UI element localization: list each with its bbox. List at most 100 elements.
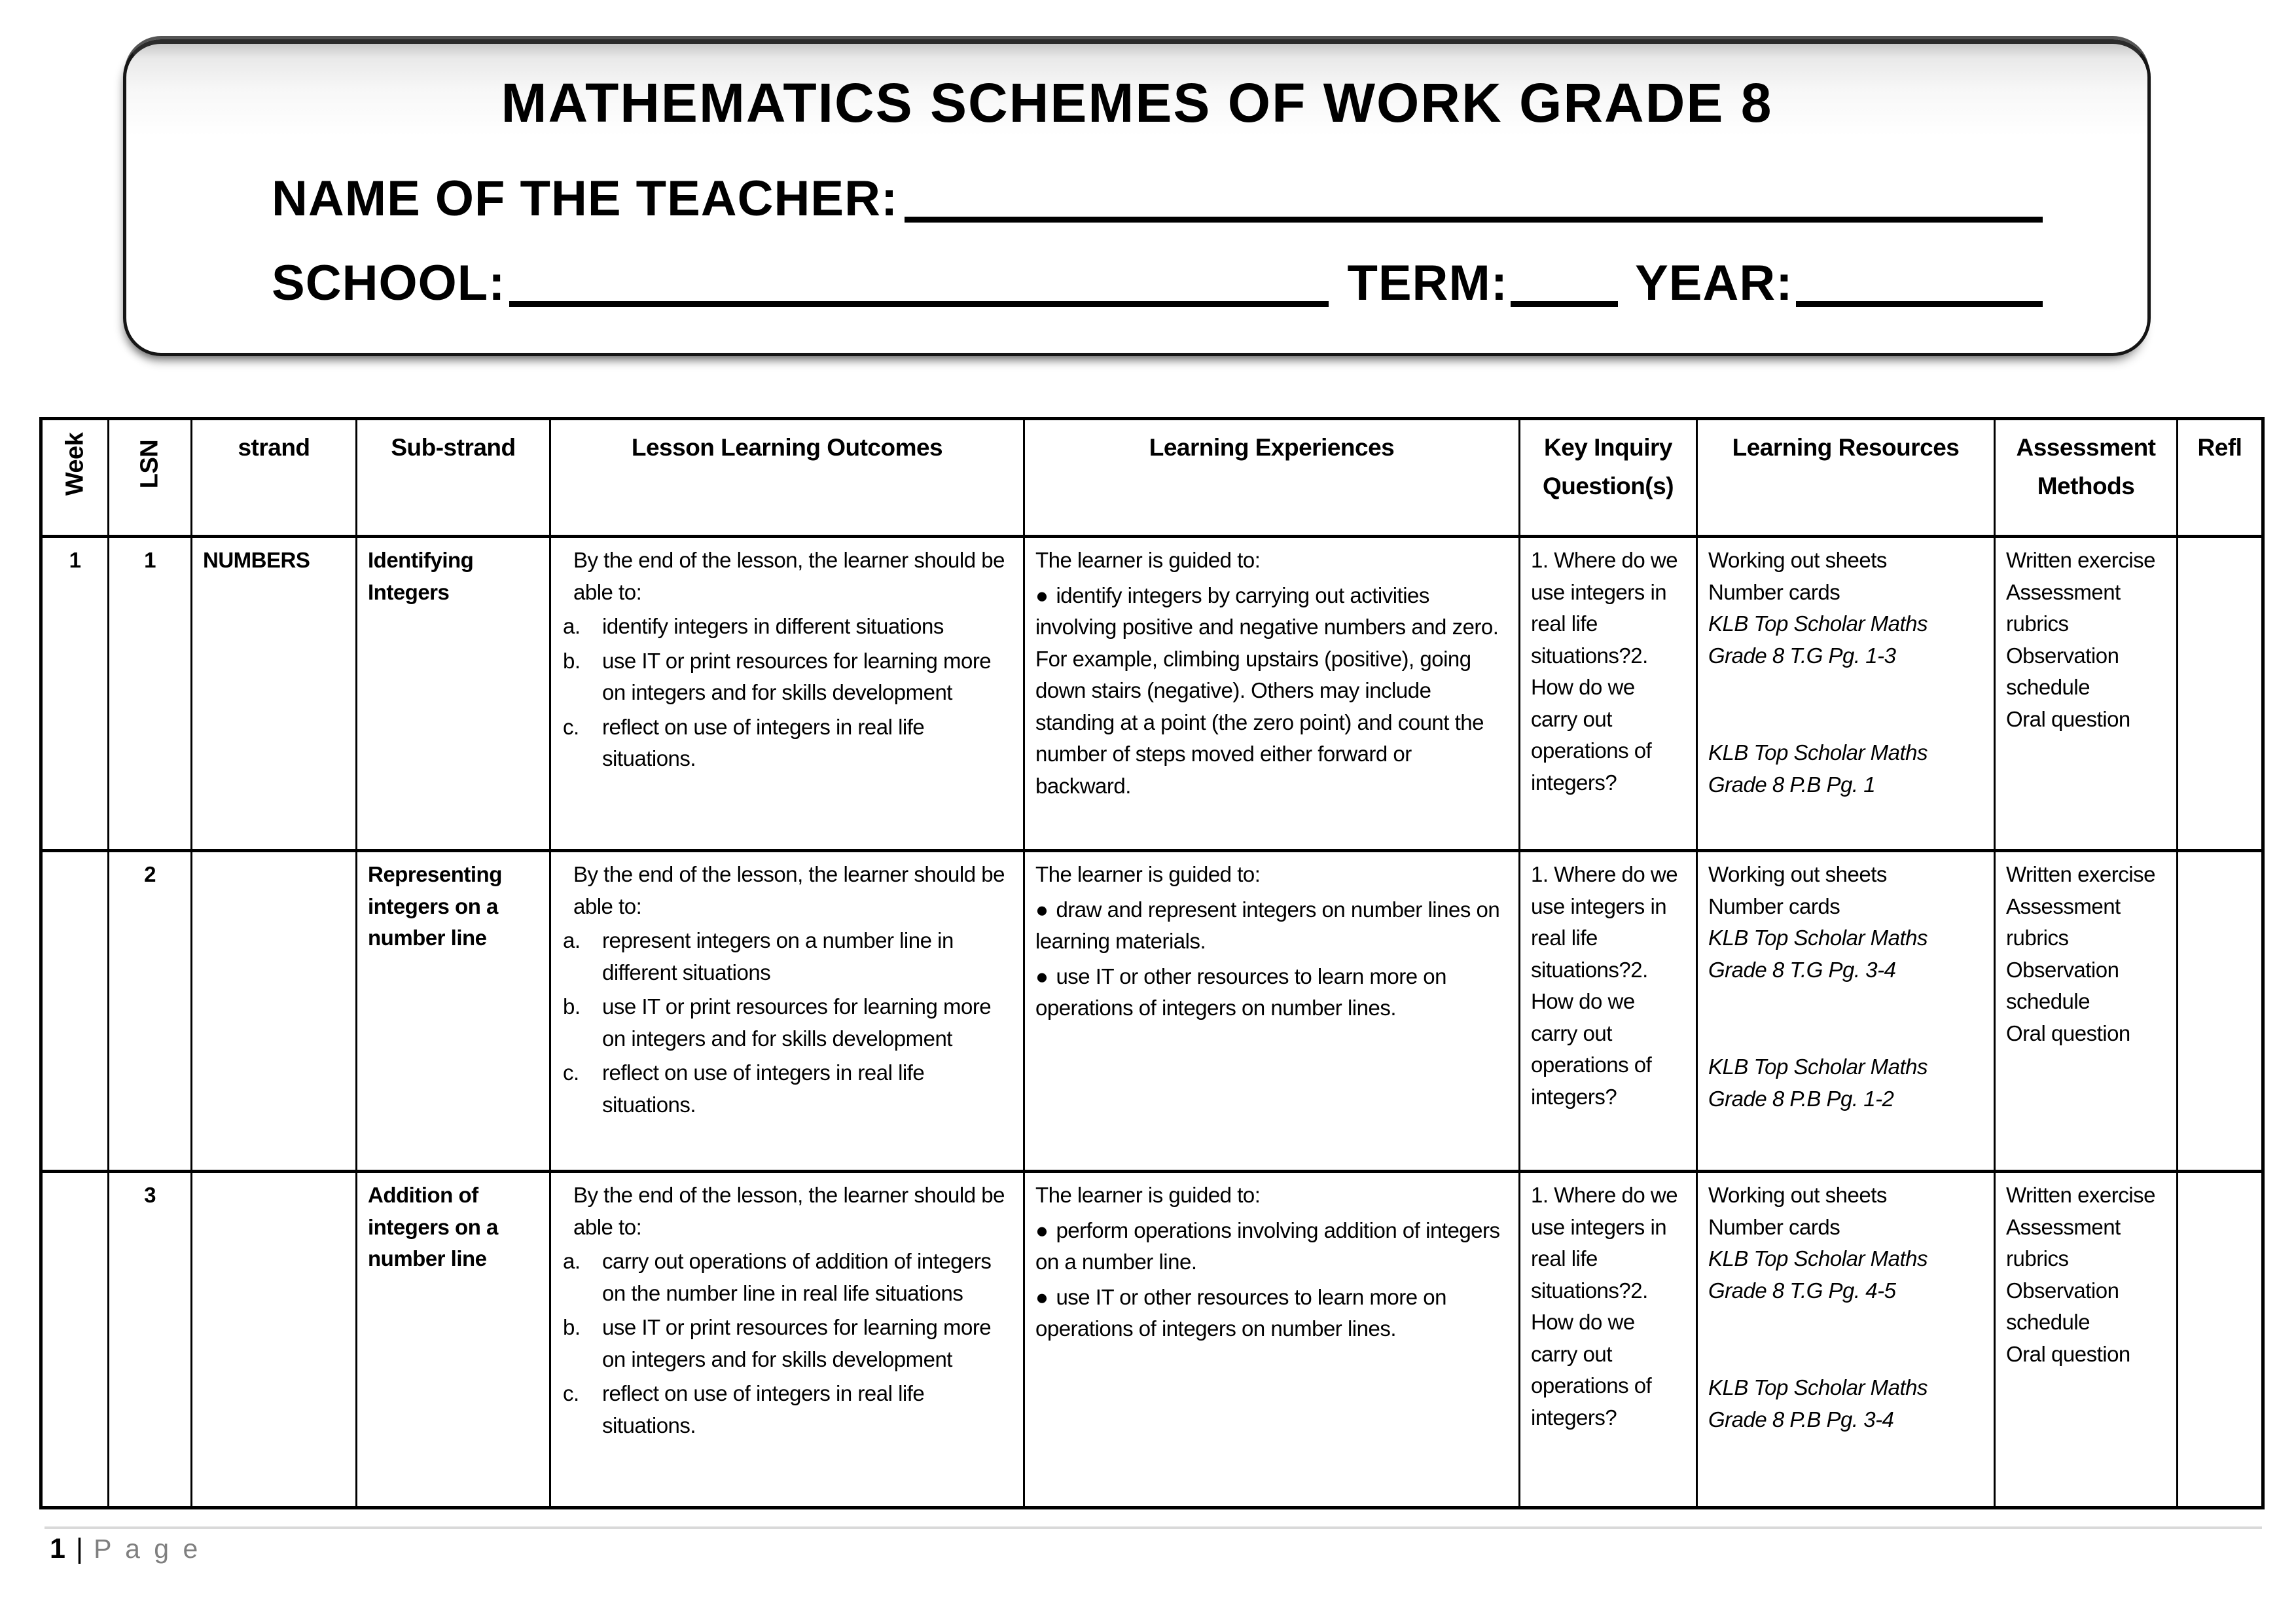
assessment-cell: Written exercise Assessment rubrics Obse…: [1994, 1170, 2178, 1509]
experiences-cell: The learner is guided to: ● identify inte…: [1023, 535, 1520, 852]
column-header-refl: Refl: [2176, 417, 2264, 538]
column-header-resources: Learning Resources: [1696, 417, 1996, 538]
bullet-icon: ●: [1035, 964, 1049, 988]
column-header-week: Week: [40, 417, 109, 538]
experience-text: perform operations involving addition of…: [1035, 1218, 1500, 1274]
column-header-lsn: LSN: [107, 417, 192, 538]
page-title: MATHEMATICS SCHEMES OF WORK GRADE 8: [501, 72, 1773, 134]
header-box: MATHEMATICS SCHEMES OF WORK GRADE 8 NAME…: [123, 39, 2151, 356]
experiences-intro: The learner is guided to:: [1035, 548, 1261, 572]
sub-strand-cell: Identifying Integers: [355, 535, 551, 852]
outcome-marker: a.: [563, 928, 581, 952]
strand-cell: NUMBERS: [190, 535, 357, 852]
strand-cell: [190, 1170, 357, 1509]
assessment-item: Written exercise: [2006, 862, 2155, 886]
outcomes-cell: By the end of the lesson, the learner sh…: [549, 1170, 1025, 1509]
refl-cell: [2176, 535, 2264, 852]
refl-cell: [2176, 1170, 2264, 1509]
outcome-item: a. identify integers in different situati…: [562, 611, 1013, 643]
outcome-item: b. use IT or print resources for learning…: [562, 991, 1013, 1055]
outcome-text: use IT or print resources for learning m…: [602, 994, 992, 1051]
resource-book-pb: KLB Top Scholar Maths Grade 8 P.B Pg. 3-…: [1708, 1375, 1928, 1432]
term-label: TERM:: [1347, 255, 1509, 311]
outcome-item: b. use IT or print resources for learning…: [562, 645, 1013, 709]
teacher-name-label: NAME OF THE TEACHER:: [272, 171, 899, 226]
outcome-marker: c.: [563, 1060, 579, 1085]
outcome-marker: b.: [563, 994, 581, 1019]
bullet-icon: ●: [1035, 583, 1049, 607]
experiences-cell: The learner is guided to: ● perform opera…: [1023, 1170, 1520, 1509]
assessment-cell: Written exercise Assessment rubrics Obse…: [1994, 535, 2178, 852]
column-header-experiences: Learning Experiences: [1023, 417, 1520, 538]
experiences-cell: The learner is guided to: ● draw and repr…: [1023, 849, 1520, 1173]
outcome-item: c. reflect on use of integers in real lif…: [562, 712, 1013, 775]
assessment-item: Written exercise: [2006, 548, 2155, 572]
week-cell: [40, 849, 109, 1173]
outcome-item: a. carry out operations of addition of in…: [562, 1246, 1013, 1309]
sub-strand-cell: Addition of integers on a number line: [355, 1170, 551, 1509]
key-inquiry-text: 1. Where do we use integers in real life…: [1531, 1183, 1678, 1430]
outcomes-cell: By the end of the lesson, the learner sh…: [549, 535, 1025, 852]
experience-item: ● draw and represent integers on number l…: [1035, 894, 1508, 958]
outcome-text: use IT or print resources for learning m…: [602, 648, 992, 705]
bullet-icon: ●: [1035, 1218, 1049, 1242]
outcome-item: a. represent integers on a number line in…: [562, 925, 1013, 988]
outcomes-cell: By the end of the lesson, the learner sh…: [549, 849, 1025, 1173]
assessment-item: Written exercise: [2006, 1183, 2155, 1207]
schemes-of-work-table: Week LSN strand Sub-strand Lesson Learni…: [39, 417, 2265, 1509]
outcome-marker: c.: [563, 714, 579, 739]
lsn-cell: 1: [107, 535, 192, 852]
school-blank[interactable]: [509, 301, 1329, 307]
resources-cell: Working out sheets Number cards KLB Top …: [1696, 849, 1996, 1173]
assessment-item: Observation schedule: [2006, 1278, 2119, 1335]
resource-item: Number cards: [1708, 893, 1840, 918]
key-inquiry-cell: 1. Where do we use integers in real life…: [1518, 535, 1698, 852]
resource-item: Number cards: [1708, 1214, 1840, 1239]
resource-book-tg: KLB Top Scholar Maths Grade 8 T.G Pg. 1-…: [1708, 611, 1928, 668]
experiences-intro: The learner is guided to:: [1035, 1183, 1261, 1207]
experiences-intro: The learner is guided to:: [1035, 862, 1261, 886]
column-header-outcomes: Lesson Learning Outcomes: [549, 417, 1025, 538]
resources-cell: Working out sheets Number cards KLB Top …: [1696, 1170, 1996, 1509]
experience-item: ● use IT or other resources to learn more…: [1035, 961, 1508, 1024]
outcome-text: carry out operations of addition of inte…: [602, 1249, 992, 1305]
bullet-icon: ●: [1035, 897, 1049, 922]
assessment-item: Oral question: [2006, 1341, 2130, 1366]
assessment-cell: Written exercise Assessment rubrics Obse…: [1994, 849, 2178, 1173]
term-blank[interactable]: [1511, 301, 1619, 307]
resource-book-tg: KLB Top Scholar Maths Grade 8 T.G Pg. 4-…: [1708, 1246, 1928, 1303]
outcomes-intro: By the end of the lesson, the learner sh…: [573, 1183, 1005, 1239]
experience-item: ● use IT or other resources to learn more…: [1035, 1282, 1508, 1345]
key-inquiry-cell: 1. Where do we use integers in real life…: [1518, 1170, 1698, 1509]
footer-page-word: P a g e: [94, 1534, 202, 1564]
resources-cell: Working out sheets Number cards KLB Top …: [1696, 535, 1996, 852]
column-header-sub-strand: Sub-strand: [355, 417, 551, 538]
experience-text: draw and represent integers on number li…: [1035, 897, 1500, 954]
resource-item: Number cards: [1708, 579, 1840, 604]
outcome-marker: b.: [563, 1315, 581, 1339]
sub-strand-cell: Representing integers on a number line: [355, 849, 551, 1173]
resource-item: Working out sheets: [1708, 548, 1887, 572]
experience-text: use IT or other resources to learn more …: [1035, 1284, 1446, 1341]
refl-cell: [2176, 849, 2264, 1173]
table-row: 1 1 NUMBERS Identifying Integers By the …: [40, 535, 2264, 852]
outcomes-intro: By the end of the lesson, the learner sh…: [573, 862, 1005, 918]
outcome-marker: c.: [563, 1381, 579, 1405]
year-blank[interactable]: [1795, 301, 2043, 307]
experience-item: ● perform operations involving addition o…: [1035, 1215, 1508, 1278]
lsn-cell: 2: [107, 849, 192, 1173]
outcome-text: reflect on use of integers in real life …: [602, 714, 925, 771]
resource-item: Working out sheets: [1708, 862, 1887, 886]
key-inquiry-text: 1. Where do we use integers in real life…: [1531, 862, 1678, 1109]
outcome-text: identify integers in different situation…: [602, 614, 944, 638]
assessment-item: Assessment rubrics: [2006, 893, 2121, 950]
table-row: 3 Addition of integers on a number line …: [40, 1170, 2264, 1509]
outcome-item: b. use IT or print resources for learning…: [562, 1312, 1013, 1375]
assessment-item: Observation schedule: [2006, 643, 2119, 700]
table-header-row: Week LSN strand Sub-strand Lesson Learni…: [40, 417, 2264, 538]
outcome-item: c. reflect on use of integers in real lif…: [562, 1057, 1013, 1121]
page-footer: 1 | P a g e: [50, 1533, 201, 1565]
column-header-strand: strand: [190, 417, 357, 538]
teacher-name-blank[interactable]: [905, 217, 2043, 223]
outcome-text: use IT or print resources for learning m…: [602, 1315, 992, 1371]
